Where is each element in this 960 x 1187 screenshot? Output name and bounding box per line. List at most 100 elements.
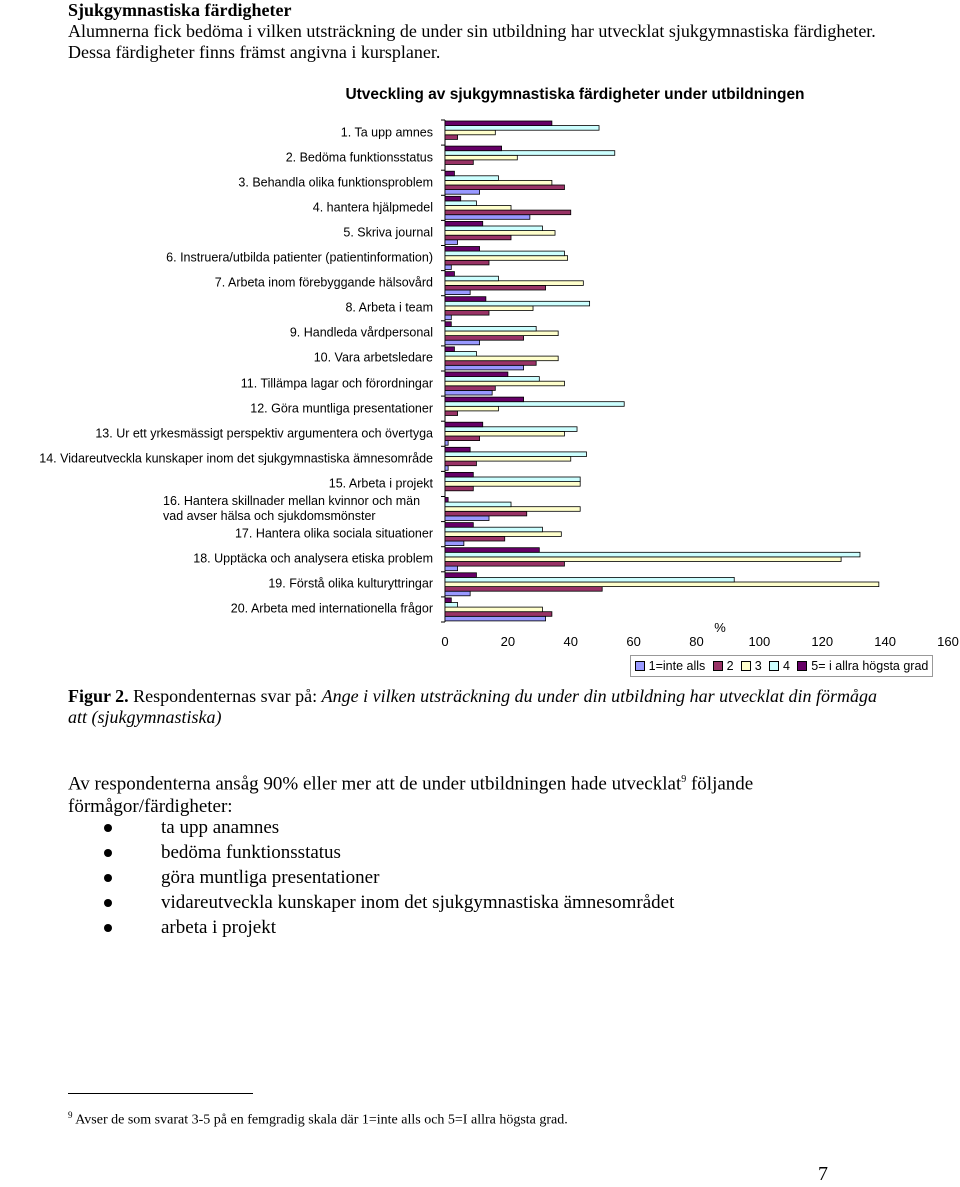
bar: [444, 465, 449, 471]
bar: [444, 371, 509, 377]
legend-item: 5= i allra högsta grad: [797, 659, 928, 673]
legend-swatch: [634, 661, 645, 671]
category-label: 11. Tillämpa lagar och förordningar: [240, 376, 433, 391]
x-tick-label: 140: [874, 634, 896, 649]
legend-item: 4: [769, 659, 790, 673]
bar: [444, 611, 553, 617]
bar: [444, 536, 506, 542]
bar: [444, 421, 484, 428]
bar: [444, 305, 534, 311]
x-tick-label: 160: [937, 634, 959, 649]
category-label: 3. Behandla olika funktionsproblem: [238, 175, 433, 190]
bar: [444, 120, 553, 126]
bar: [444, 497, 449, 503]
bar: [444, 389, 493, 396]
bar: [444, 284, 546, 291]
bar: [444, 280, 584, 286]
legend-label: 4: [783, 659, 790, 673]
footnote-rule: [68, 1093, 253, 1094]
bar: [444, 410, 458, 416]
caption-label: Figur 2.: [68, 686, 129, 706]
category-label: 5. Skriva journal: [343, 225, 433, 240]
bar: [444, 189, 480, 195]
legend-swatch: [769, 661, 780, 671]
bar: [444, 501, 512, 508]
bullet-item: göra muntliga presentationer: [98, 867, 674, 892]
bar: [444, 184, 565, 190]
bar: [444, 195, 462, 202]
bar: [444, 321, 452, 327]
bar: [444, 380, 565, 387]
bar: [444, 230, 556, 236]
bar: [444, 170, 455, 177]
bar: [444, 515, 490, 521]
x-axis-title: %: [714, 620, 726, 635]
bar: [444, 209, 572, 216]
legend-label: 3: [754, 659, 762, 673]
chart-title: Utveckling av sjukgymnastiska färdighete…: [345, 86, 805, 103]
body-text-start: Av respondenterna ansåg 90% eller mer at…: [68, 773, 682, 795]
bar: [444, 597, 452, 603]
bullet-item: vidareutveckla kunskaper inom det sjukgy…: [98, 892, 674, 917]
category-label: 4. hantera hjälpmedel: [312, 200, 433, 215]
bar: [444, 602, 458, 608]
caption-question: Ange i vilken utsträckning du under din …: [68, 686, 878, 727]
x-tick-label: 20: [501, 634, 515, 649]
bar: [444, 234, 512, 241]
bar: [444, 451, 587, 457]
bar: [444, 547, 540, 553]
bar: [444, 175, 499, 181]
bar: [444, 289, 471, 295]
bullet-item: arbeta i projekt: [98, 917, 674, 942]
bar: [444, 296, 487, 302]
bar: [444, 351, 477, 357]
bar: [444, 134, 458, 140]
intro: Alumnerna fick bedöma i vilken utsträckn…: [68, 21, 876, 62]
category-label: 12. Göra muntliga presentationer: [250, 401, 433, 416]
bar: [444, 430, 565, 437]
x-tick-label: 100: [749, 634, 771, 649]
bar: [444, 271, 455, 277]
bar: [444, 300, 591, 307]
legend-swatch: [740, 661, 751, 671]
bar: [444, 440, 449, 446]
figure-caption: Figur 2. Respondenternas svar på: Ange i…: [68, 686, 898, 728]
bar: [444, 586, 603, 592]
bar: [444, 456, 572, 462]
bar: [444, 145, 502, 152]
category-label: 2. Bedöma funktionsstatus: [285, 150, 433, 165]
legend-label: 2: [726, 659, 734, 673]
category-label: 7. Arbeta inom förebyggande hälsovård: [214, 275, 433, 290]
bullet-item: ta upp anamnes: [98, 817, 674, 842]
chart: 0 20 40 60 80 100 120 140 160%: [441, 119, 959, 649]
category-label: 18. Upptäcka och analysera etiska proble…: [193, 551, 433, 566]
bar: [444, 314, 452, 321]
category-label: 15. Arbeta i projekt: [328, 476, 433, 491]
bar: [444, 355, 559, 362]
category-label: 8. Arbeta i team: [345, 300, 433, 315]
footnote-ref: 9: [681, 774, 687, 785]
bar: [444, 225, 543, 231]
bar: [444, 310, 490, 316]
bar: [444, 522, 474, 528]
caption-text: Respondenternas svar på:: [133, 686, 318, 706]
bar: [444, 551, 861, 558]
bar: [444, 339, 480, 346]
bar: [444, 255, 569, 261]
bar: [444, 125, 600, 131]
bar: [444, 531, 562, 537]
bar: [444, 159, 474, 165]
bar: [444, 239, 458, 245]
bar: [444, 540, 465, 546]
bar: [444, 506, 581, 512]
bar: [444, 200, 477, 206]
footnote-text: Avser de som svarat 3-5 på en femgradig …: [75, 1112, 568, 1128]
page-number: 7: [818, 1163, 828, 1185]
legend-label: 5= i allra högsta grad: [811, 659, 929, 673]
bar: [444, 346, 455, 352]
bar: [444, 435, 480, 441]
bar: [444, 446, 471, 453]
category-label: 6. Instruera/utbilda patienter (patienti…: [166, 250, 433, 265]
bar: [444, 264, 452, 270]
